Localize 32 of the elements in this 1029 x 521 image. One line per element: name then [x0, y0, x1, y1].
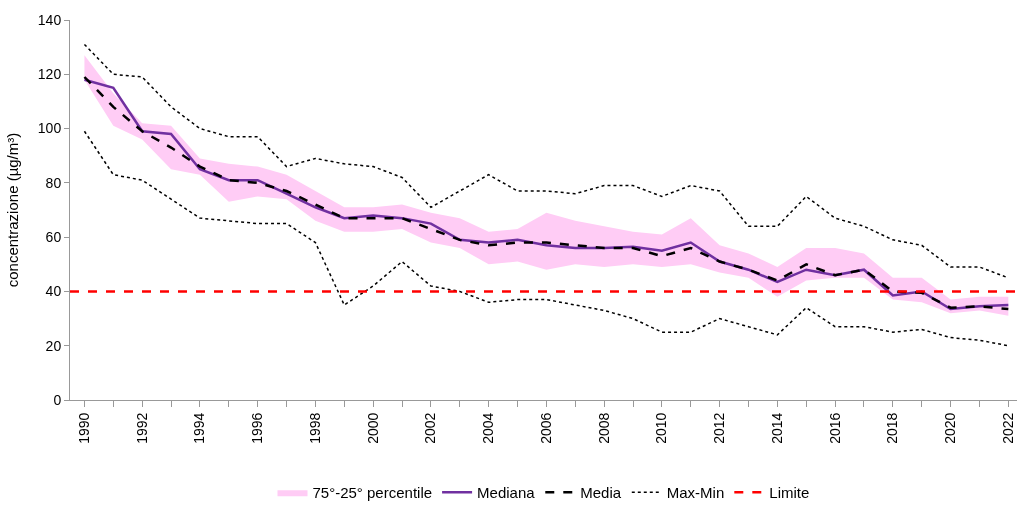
y-tick-label: 120: [37, 66, 62, 83]
line-series: [83, 130, 1010, 347]
y-tick-label: 0: [53, 391, 62, 408]
legend-label: Max-Min: [666, 484, 725, 502]
x-tick-label: 1996: [249, 412, 266, 444]
x-tick-label: 2010: [653, 412, 670, 444]
x-tick-label: 2004: [480, 412, 497, 444]
x-tick-label: 1992: [133, 412, 150, 444]
x-tick-label: 1990: [75, 412, 92, 444]
x-tick-label: 2018: [884, 412, 901, 444]
y-tick-label: 100: [37, 120, 62, 137]
y-axis-title: concentrazione (µg/m³): [4, 132, 22, 288]
x-tick-label: 2002: [422, 412, 439, 444]
legend-label: Media: [580, 484, 622, 502]
x-tick-label: 2016: [826, 412, 843, 444]
y-tick-label: 40: [45, 283, 62, 300]
x-tick-label: 1994: [191, 412, 208, 444]
legend-label: Limite: [769, 484, 810, 502]
y-tick-label: 80: [45, 174, 62, 191]
x-tick-label: 2022: [999, 412, 1016, 444]
x-tick-label: 1998: [306, 412, 323, 444]
x-tick-label: 2008: [595, 412, 612, 444]
legend-label: 75°-25° percentile: [312, 484, 433, 502]
x-tick-label: 2012: [711, 412, 728, 444]
y-tick-label: 20: [45, 337, 62, 354]
y-tick-label: 140: [37, 11, 62, 28]
y-tick-label: 60: [45, 229, 62, 246]
x-tick-label: 2006: [537, 412, 554, 444]
legend-label: Mediana: [477, 484, 536, 502]
x-tick-label: 2000: [364, 412, 381, 444]
x-tick-label: 2014: [768, 412, 785, 444]
x-tick-label: 2020: [942, 412, 959, 444]
